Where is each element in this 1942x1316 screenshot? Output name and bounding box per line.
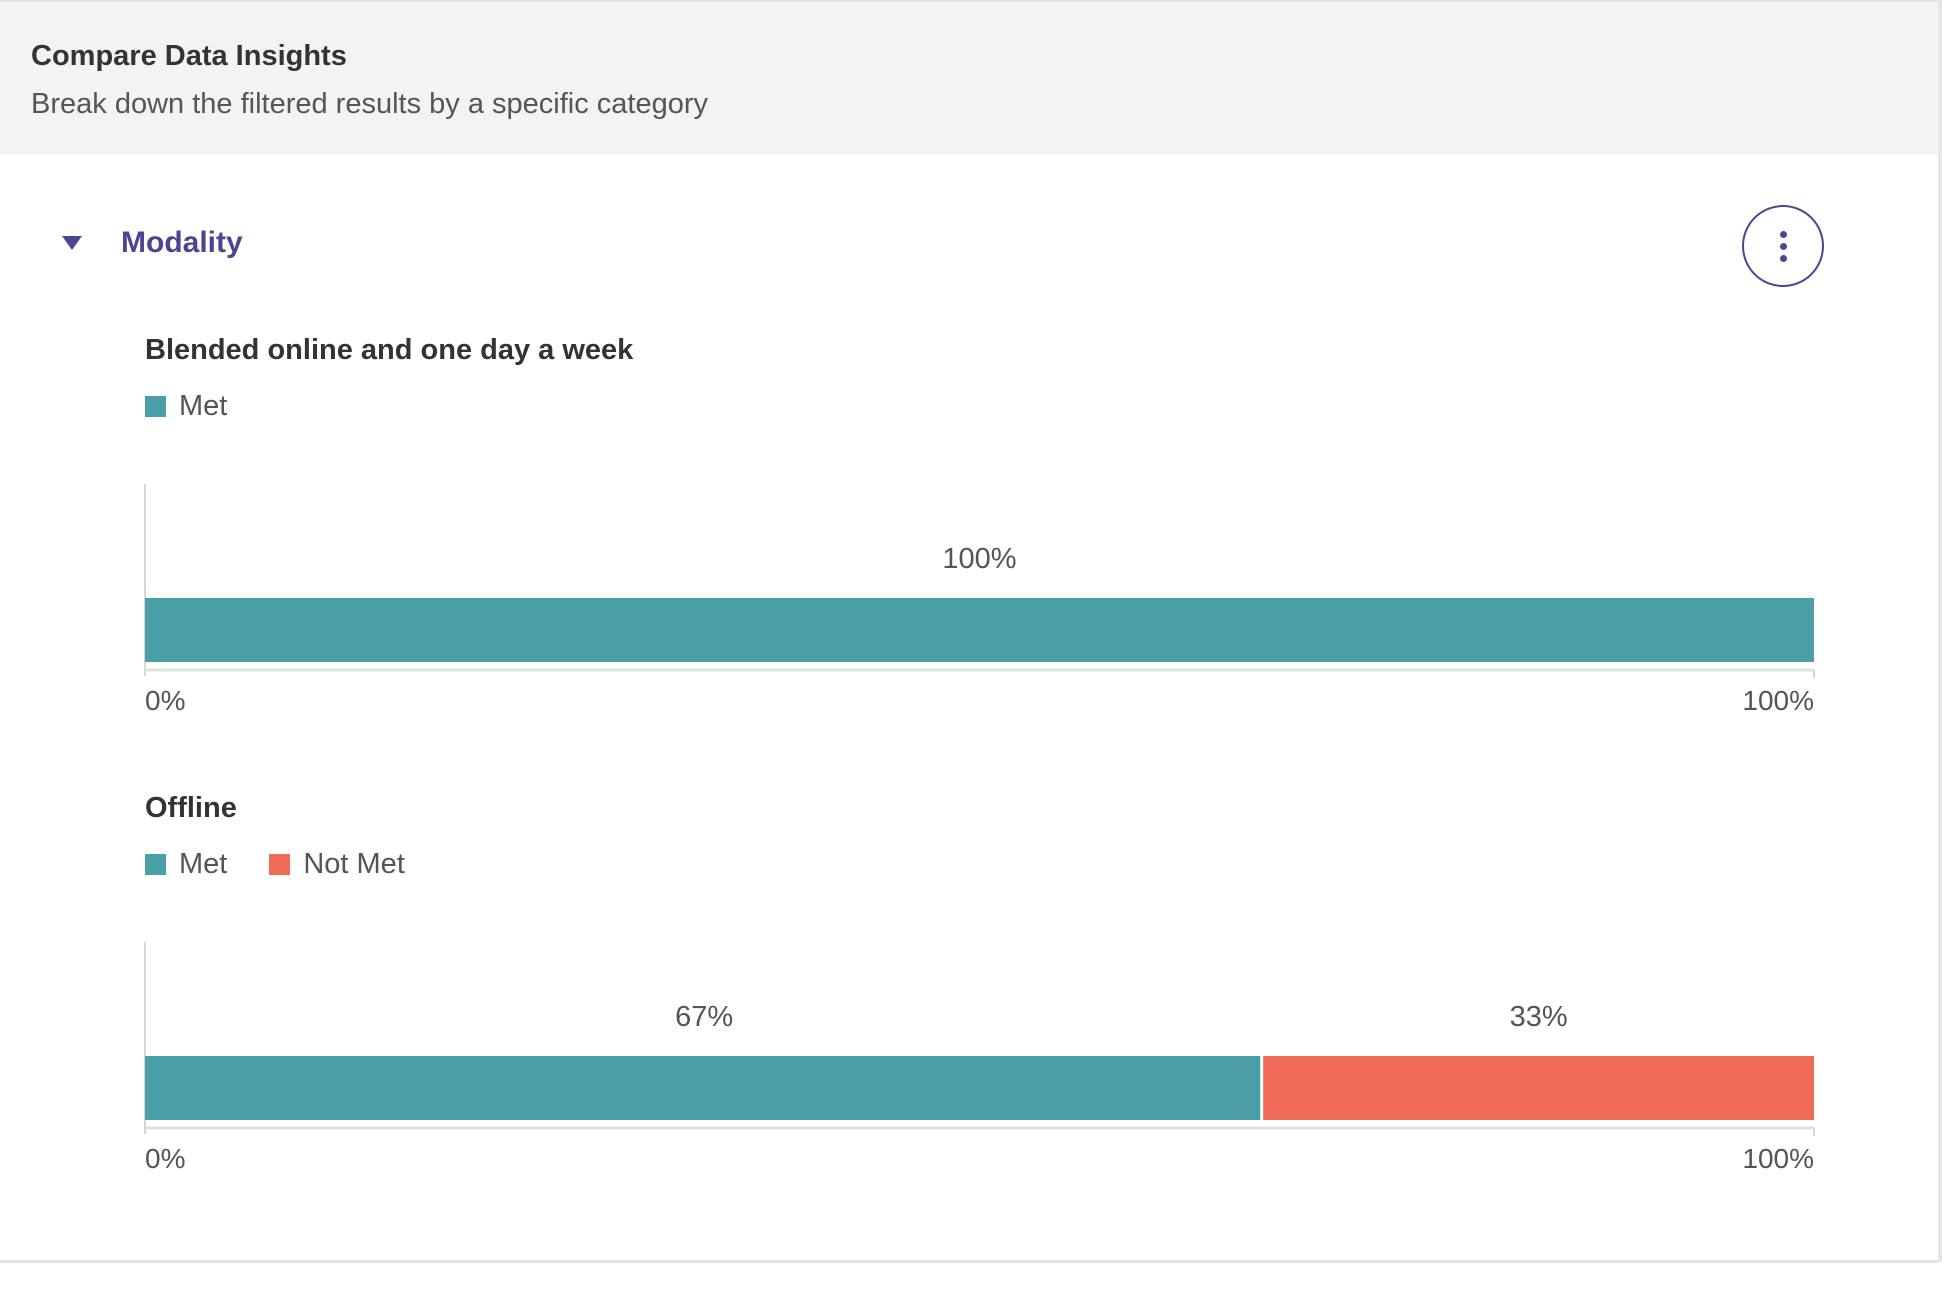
chart-title: Blended online and one day a week xyxy=(145,334,634,366)
legend-item-met: Met xyxy=(145,848,227,881)
data-label: 67% xyxy=(675,1001,733,1033)
panel-title: Compare Data Insights xyxy=(31,40,347,72)
legend-label: Met xyxy=(179,847,228,880)
x-tick-label: 100% xyxy=(1742,1143,1814,1174)
x-tick-label: 0% xyxy=(145,685,185,716)
chart-group-offline: Offline Met Not Met 67% 33% 0% 100% xyxy=(0,792,1938,1192)
chart-legend: Met Not Met xyxy=(145,844,447,884)
chart-group-blended: Blended online and one day a week Met 10… xyxy=(0,334,1938,734)
legend-item-not-met: Not Met xyxy=(269,848,405,881)
x-tick-label: 100% xyxy=(1742,685,1814,716)
caret-down-icon[interactable] xyxy=(60,232,84,256)
panel-subtitle: Break down the filtered results by a spe… xyxy=(31,88,708,120)
bar-chart-offline: 67% 33% 0% 100% xyxy=(144,942,1815,1174)
legend-swatch-not-met xyxy=(269,853,291,875)
legend-swatch-met xyxy=(145,395,166,417)
panel-header: Compare Data Insights Break down the fil… xyxy=(0,0,1938,155)
panel-bottom-border xyxy=(0,1260,1938,1263)
more-vertical-icon xyxy=(1780,243,1787,250)
legend-swatch-met xyxy=(145,853,166,875)
data-label: 100% xyxy=(942,543,1016,575)
bar-segment-not-met[interactable] xyxy=(1263,1056,1814,1120)
chart-legend: Met xyxy=(145,386,269,426)
panel-right-border xyxy=(1938,0,1942,1262)
bar-segment-met[interactable] xyxy=(145,1056,1261,1120)
modality-section-toggle[interactable]: Modality xyxy=(121,226,243,259)
more-options-button[interactable] xyxy=(1742,205,1824,287)
more-vertical-icon xyxy=(1780,231,1787,238)
bar-chart-blended: 100% 0% 100% xyxy=(144,484,1815,716)
data-label: 33% xyxy=(1510,1001,1568,1033)
legend-label: Not Met xyxy=(303,847,405,880)
more-vertical-icon xyxy=(1780,255,1787,262)
bar-segment-met[interactable] xyxy=(145,598,1814,662)
legend-label: Met xyxy=(179,389,228,422)
chart-title: Offline xyxy=(145,792,237,824)
legend-item-met: Met xyxy=(145,390,227,423)
modality-section-header: Modality xyxy=(0,200,1938,290)
x-tick-label: 0% xyxy=(145,1143,185,1174)
